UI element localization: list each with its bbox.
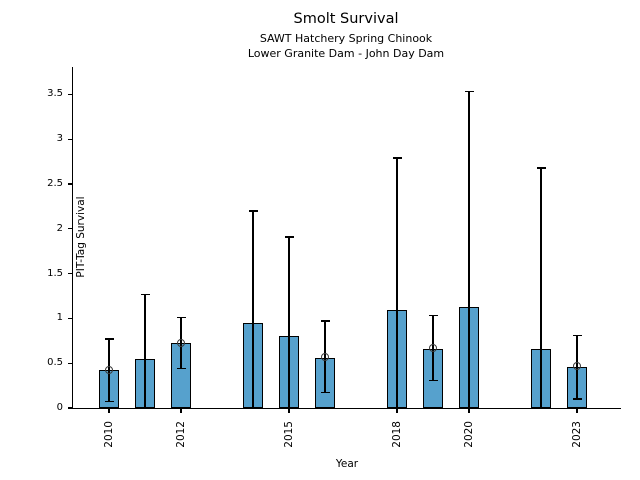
error-cap-upper-2011 — [140, 293, 150, 295]
point-marker-2010 — [104, 365, 113, 374]
y-axis-tick — [67, 138, 72, 140]
x-axis-tick — [576, 408, 578, 413]
error-cap-upper-2022 — [536, 167, 546, 169]
x-tick-label: 2010 — [103, 421, 115, 448]
error-bar-2018 — [396, 158, 398, 408]
y-axis-tick — [67, 273, 72, 275]
error-cap-upper-2014 — [248, 210, 258, 212]
x-axis-tick — [396, 408, 398, 413]
error-cap-upper-2015 — [284, 236, 294, 238]
error-bar-2015 — [288, 236, 290, 408]
x-tick-label: 2018 — [391, 421, 403, 448]
error-cap-upper-2016 — [320, 320, 330, 322]
x-tick-label: 2023 — [571, 421, 583, 448]
error-cap-upper-2012 — [176, 316, 186, 319]
error-cap-lower-2012 — [176, 367, 186, 370]
point-marker-2023 — [572, 362, 581, 371]
y-tick-label: 0 — [56, 402, 63, 413]
error-cap-lower-2019 — [428, 379, 438, 381]
error-cap-upper-2018 — [392, 157, 402, 159]
y-axis-tick — [67, 317, 72, 319]
x-axis-tick — [180, 408, 182, 413]
error-cap-lower-2010 — [104, 401, 114, 403]
point-marker-2012 — [176, 339, 185, 348]
error-cap-upper-2023 — [572, 334, 582, 337]
y-tick-label: 3 — [56, 133, 63, 145]
y-tick-label: 2.5 — [47, 178, 63, 189]
error-cap-upper-2020 — [464, 91, 474, 93]
y-axis-tick — [67, 362, 72, 364]
y-axis-tick — [67, 407, 72, 409]
y-tick-label: 1 — [56, 312, 63, 324]
x-tick-label: 2020 — [463, 421, 475, 448]
y-tick-label: 1.5 — [47, 267, 63, 279]
plot-area: PIT-Tag Survival Year 0 0.5 1 1.5 2 2.5 3 3.5 20… — [47, 67, 621, 470]
point-marker-2019 — [428, 344, 437, 353]
error-bar-2014 — [252, 210, 254, 408]
x-axis-label: Year — [335, 458, 359, 470]
y-axis-label: PIT-Tag Survival — [75, 196, 87, 278]
x-tick-label: 2012 — [175, 421, 187, 448]
point-marker-2016 — [320, 353, 329, 362]
chart-subtitle-stock: SAWT Hatchery Spring Chinook — [259, 32, 433, 45]
x-axis-tick — [468, 408, 470, 413]
error-cap-upper-2010 — [104, 338, 114, 340]
error-bar-2022 — [540, 167, 542, 408]
error-cap-upper-2019 — [428, 315, 438, 317]
chart-subtitle-reach: Lower Granite Dam - John Day Dam — [247, 47, 445, 60]
chart-title: Smolt Survival — [293, 11, 399, 27]
error-bar-2011 — [144, 294, 146, 408]
y-tick-label: 2 — [56, 222, 63, 234]
y-axis-tick — [67, 228, 72, 230]
y-tick-label: 3.5 — [47, 88, 63, 100]
y-tick-label: 0.5 — [47, 357, 63, 369]
y-axis-tick — [67, 93, 72, 95]
y-axis-tick — [67, 183, 72, 185]
x-axis-tick — [108, 408, 110, 413]
error-bar-2020 — [468, 91, 470, 408]
error-cap-lower-2016 — [320, 392, 330, 394]
error-cap-lower-2023 — [572, 398, 582, 400]
x-tick-label: 2015 — [283, 421, 295, 448]
x-axis-tick — [288, 408, 290, 413]
